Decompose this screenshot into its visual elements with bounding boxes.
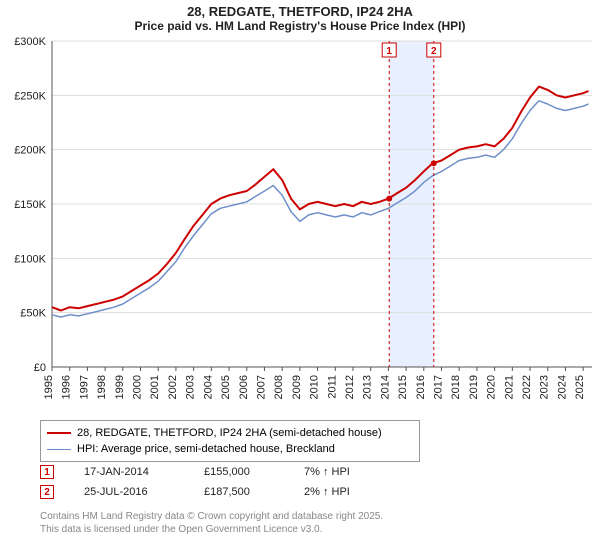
attribution-footer: Contains HM Land Registry data © Crown c… <box>40 510 383 536</box>
legend-label: HPI: Average price, semi-detached house,… <box>77 443 335 455</box>
marker-badge: 1 <box>40 465 54 479</box>
svg-text:2018: 2018 <box>450 375 462 399</box>
svg-text:1999: 1999 <box>114 375 126 399</box>
svg-text:£300K: £300K <box>14 36 46 48</box>
svg-text:£150K: £150K <box>14 199 46 211</box>
svg-text:2007: 2007 <box>255 375 267 399</box>
svg-text:2013: 2013 <box>362 375 374 399</box>
svg-text:2015: 2015 <box>397 375 409 399</box>
svg-text:1997: 1997 <box>78 375 90 399</box>
svg-text:2005: 2005 <box>220 375 232 399</box>
line-chart: £0 £50K £100K £150K £200K £250K £300K 1995 1996 1… <box>0 35 600 415</box>
svg-text:2008: 2008 <box>273 375 285 399</box>
svg-text:2016: 2016 <box>415 375 427 399</box>
svg-text:£100K: £100K <box>14 253 46 265</box>
svg-text:2017: 2017 <box>433 375 445 399</box>
svg-text:2019: 2019 <box>468 375 480 399</box>
legend-swatch <box>47 432 71 434</box>
sale-marker-row: 1 17-JAN-2014 £155,000 7% ↑ HPI <box>40 462 374 482</box>
marker-date: 25-JUL-2016 <box>84 486 174 498</box>
svg-text:£50K: £50K <box>20 308 46 320</box>
title-main: 28, REDGATE, THETFORD, IP24 2HA <box>0 4 600 19</box>
svg-text:1996: 1996 <box>61 375 73 399</box>
legend-item: HPI: Average price, semi-detached house,… <box>47 441 413 457</box>
svg-text:2012: 2012 <box>344 375 356 399</box>
marker-date: 17-JAN-2014 <box>84 466 174 478</box>
svg-text:2020: 2020 <box>486 375 498 399</box>
svg-text:2000: 2000 <box>132 375 144 399</box>
svg-text:2001: 2001 <box>149 375 161 399</box>
svg-text:2014: 2014 <box>379 375 391 399</box>
marker-badge: 2 <box>40 485 54 499</box>
legend-swatch <box>47 449 71 450</box>
chart-title-area: 28, REDGATE, THETFORD, IP24 2HA Price pa… <box>0 0 600 35</box>
svg-text:2023: 2023 <box>539 375 551 399</box>
svg-text:£250K: £250K <box>14 90 46 102</box>
svg-text:£0: £0 <box>34 362 46 374</box>
svg-text:1995: 1995 <box>43 375 55 399</box>
svg-text:2004: 2004 <box>202 375 214 399</box>
title-sub: Price paid vs. HM Land Registry's House … <box>0 19 600 33</box>
svg-text:1998: 1998 <box>96 375 108 399</box>
legend-label: 28, REDGATE, THETFORD, IP24 2HA (semi-de… <box>77 427 382 439</box>
marker-price: £187,500 <box>204 486 274 498</box>
svg-text:2002: 2002 <box>167 375 179 399</box>
sale-marker-row: 2 25-JUL-2016 £187,500 2% ↑ HPI <box>40 482 374 502</box>
marker-price: £155,000 <box>204 466 274 478</box>
svg-text:2006: 2006 <box>238 375 250 399</box>
svg-text:2021: 2021 <box>503 375 515 399</box>
svg-text:2011: 2011 <box>326 375 338 399</box>
svg-text:£200K: £200K <box>14 145 46 157</box>
sales-markers-table: 1 17-JAN-2014 £155,000 7% ↑ HPI 2 25-JUL-2016… <box>40 462 374 502</box>
svg-text:2010: 2010 <box>309 375 321 399</box>
footer-line-1: Contains HM Land Registry data © Crown c… <box>40 510 383 523</box>
marker-diff: 2% ↑ HPI <box>304 486 374 498</box>
svg-text:2024: 2024 <box>556 375 568 399</box>
footer-line-2: This data is licensed under the Open Gov… <box>40 523 383 536</box>
svg-text:2022: 2022 <box>521 375 533 399</box>
marker-diff: 7% ↑ HPI <box>304 466 374 478</box>
legend: 28, REDGATE, THETFORD, IP24 2HA (semi-de… <box>40 420 420 462</box>
svg-text:2025: 2025 <box>574 375 586 399</box>
svg-text:2009: 2009 <box>291 375 303 399</box>
svg-text:1: 1 <box>386 46 392 57</box>
chart-area: £0 £50K £100K £150K £200K £250K £300K 1995 1996 1… <box>0 35 600 415</box>
svg-text:2: 2 <box>431 46 437 57</box>
legend-item: 28, REDGATE, THETFORD, IP24 2HA (semi-de… <box>47 425 413 441</box>
svg-text:2003: 2003 <box>185 375 197 399</box>
